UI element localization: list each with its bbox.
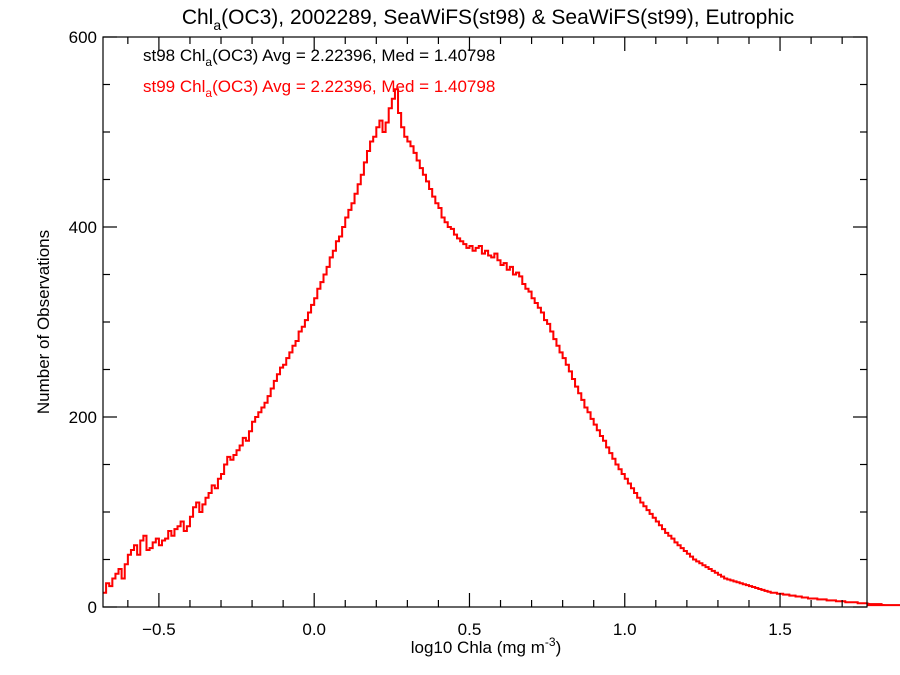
legend-st98-subscript: a [205, 55, 212, 69]
y-tick-label: 0 [88, 598, 97, 617]
legend-st99-prefix: st99 Chl [143, 77, 205, 96]
x-tick-label: −0.5 [142, 620, 176, 639]
legend-entry-st99: st99 Chla(OC3) Avg = 2.22396, Med = 1.40… [143, 77, 495, 100]
legend-st98-rest: (OC3) Avg = 2.22396, Med = 1.40798 [212, 46, 495, 65]
series-line-st98 [103, 88, 900, 606]
x-axis-label: log10 Chla (mg m-3) [411, 635, 562, 657]
x-tick-label: 0.0 [302, 620, 326, 639]
x-tick-label: 1.5 [768, 620, 792, 639]
legend-st99-rest: (OC3) Avg = 2.22396, Med = 1.40798 [212, 77, 495, 96]
plot-frame [102, 36, 868, 608]
series-layer [103, 88, 900, 607]
chart-title: Chla(OC3), 2002289, SeaWiFS(st98) & SeaW… [182, 6, 794, 33]
title-subscript: a [213, 17, 221, 33]
y-tick-label: 600 [69, 28, 97, 47]
legend-entry-st98: st98 Chla(OC3) Avg = 2.22396, Med = 1.40… [143, 46, 495, 69]
title-prefix: Chl [182, 6, 214, 29]
title-rest: (OC3), 2002289, SeaWiFS(st98) & SeaWiFS(… [221, 6, 794, 29]
x-tick-label: 0.5 [458, 620, 482, 639]
y-axis-label: Number of Observations [34, 230, 53, 414]
x-axis-label-superscript: -3 [545, 635, 556, 649]
x-axis-label-main: log10 Chla (mg m [411, 638, 545, 657]
tick-layer: −0.5 0.0 0.5 1.0 1.5 0 200 400 600 [69, 28, 867, 639]
legend-st99-subscript: a [205, 86, 212, 100]
series-line-st99 [103, 88, 900, 607]
x-axis-label-close: ) [556, 638, 562, 657]
y-tick-label: 400 [69, 218, 97, 237]
x-tick-label: 1.0 [613, 620, 637, 639]
y-tick-label: 200 [69, 408, 97, 427]
legend-st98-prefix: st98 Chl [143, 46, 205, 65]
